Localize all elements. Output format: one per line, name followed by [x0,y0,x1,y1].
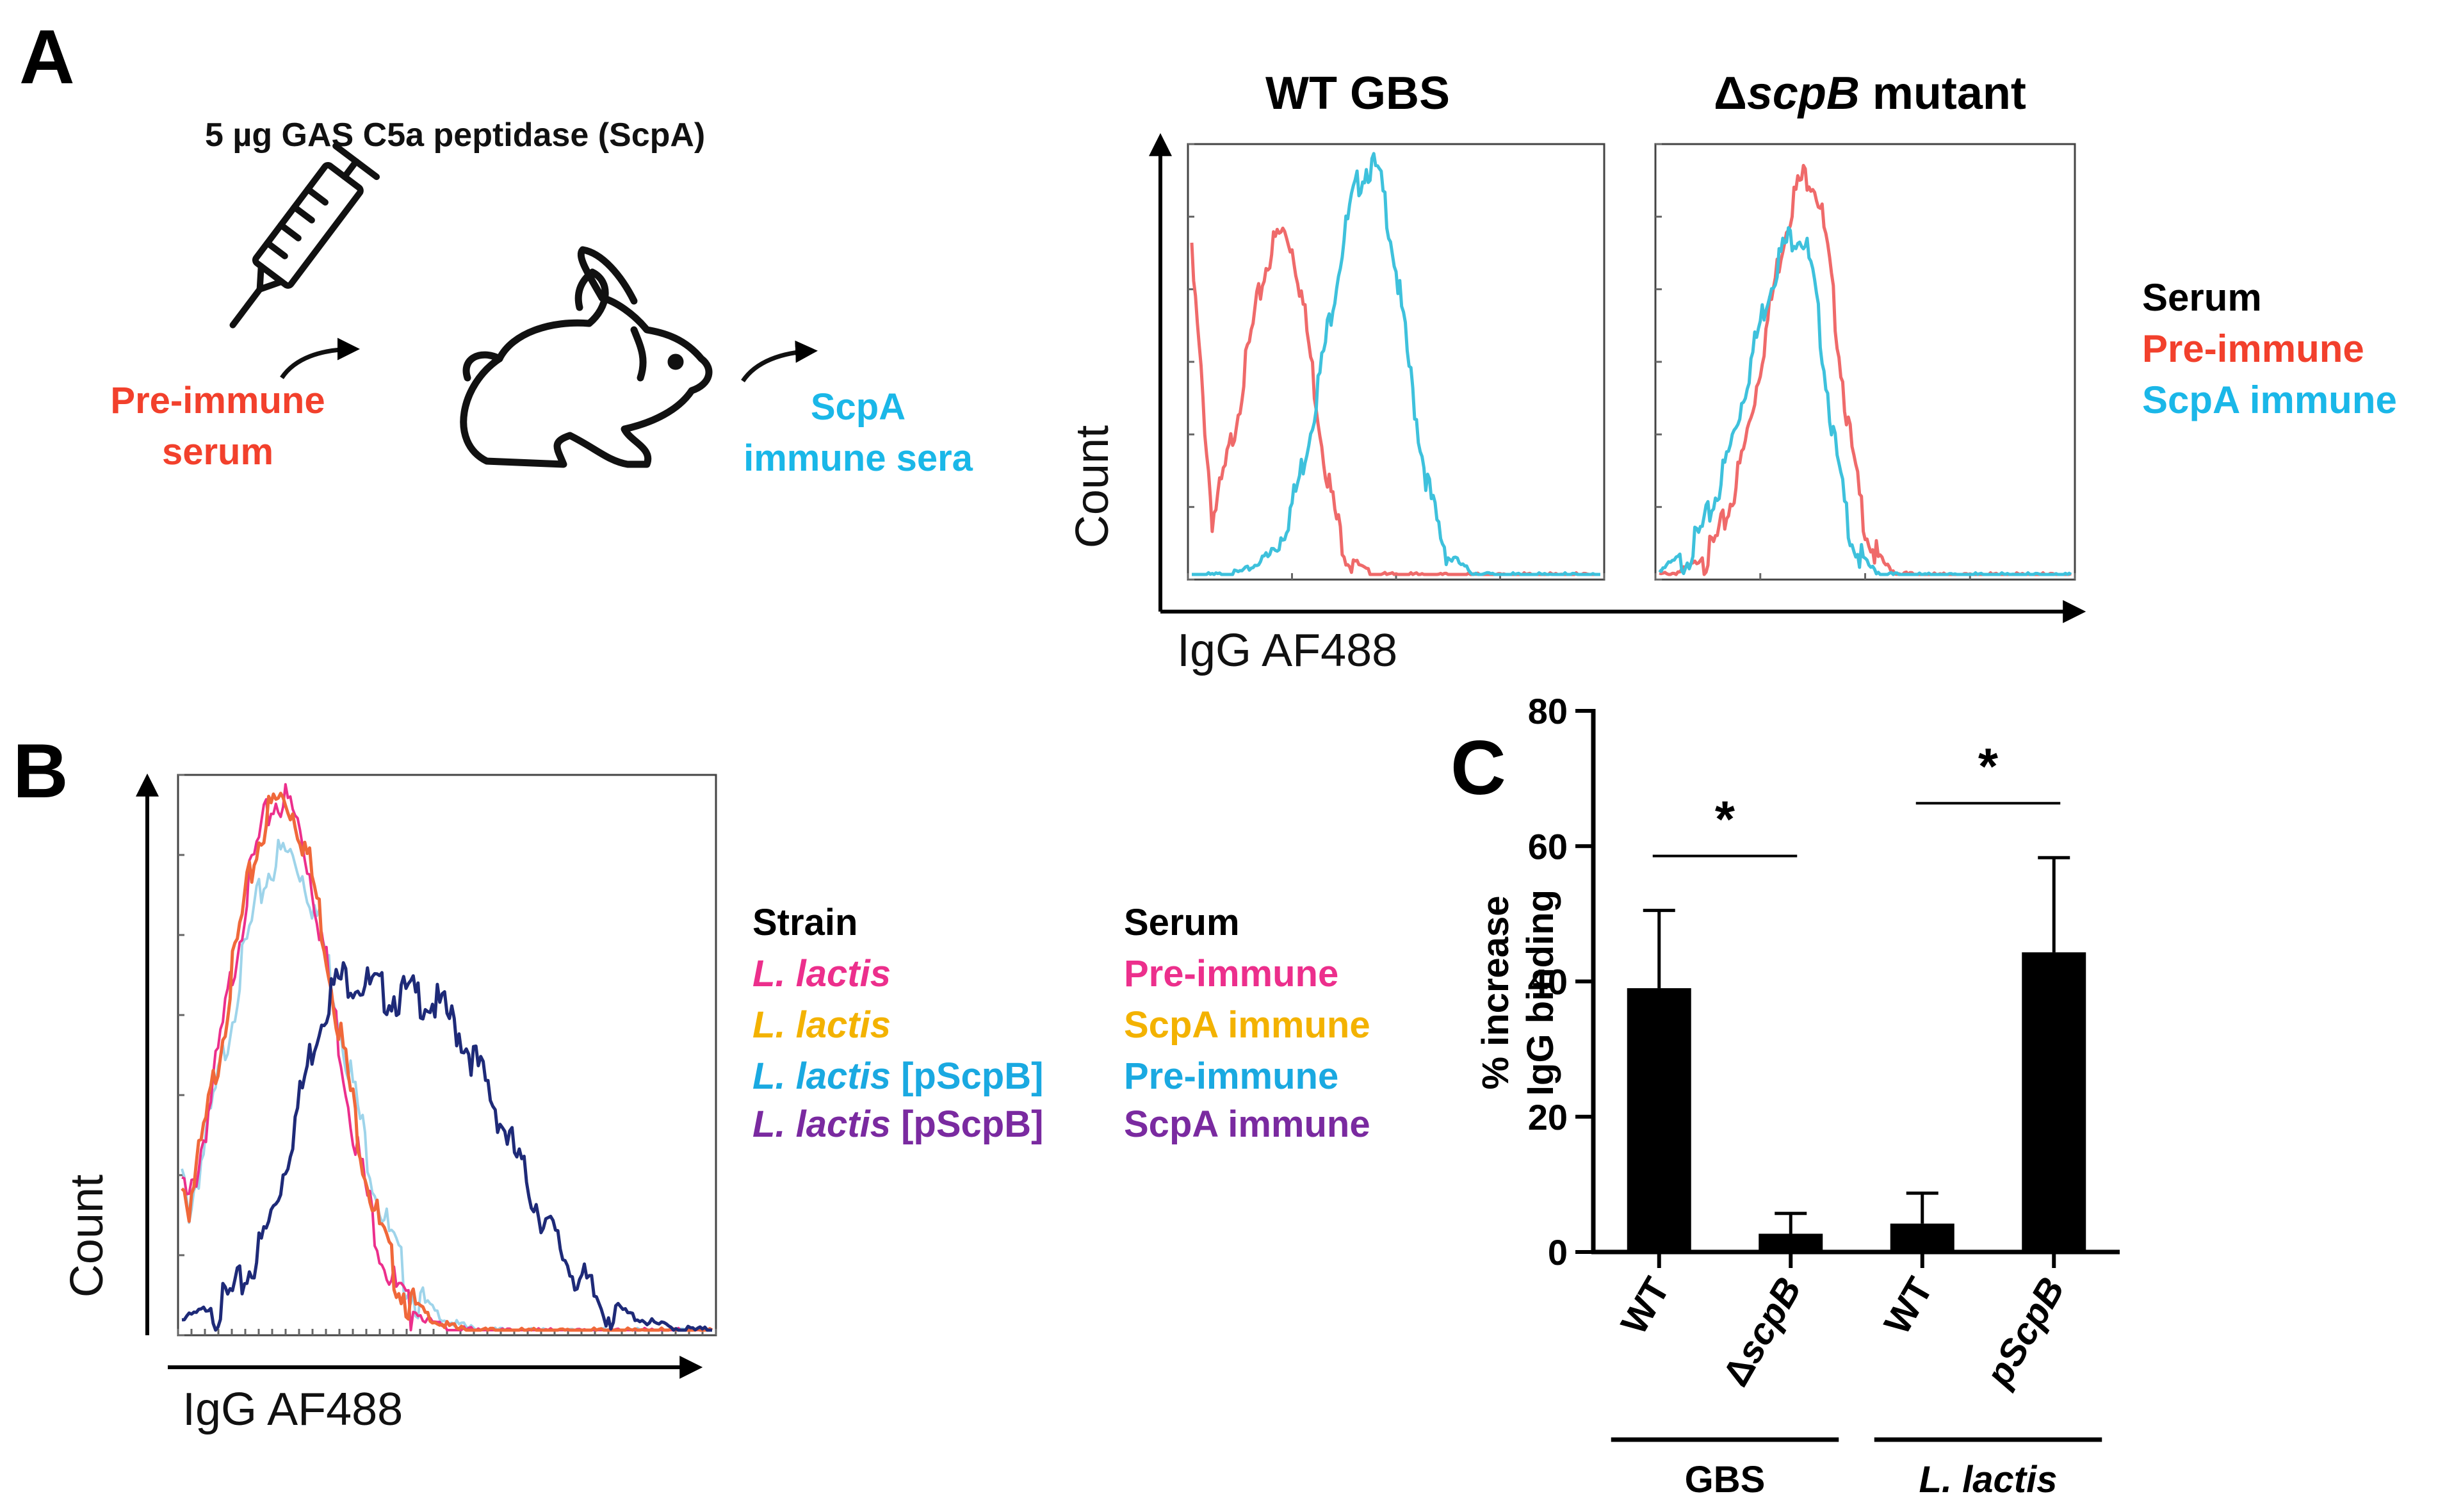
x-tick-label: pScpB [1977,1271,2072,1394]
legend-panel-b: Strain Serum L. lactis Pre-immune L. lac… [752,902,1370,1145]
y-tick-label: 40 [1528,962,1568,1002]
pre-immune-serum-label: serum [162,431,273,473]
significance-star: * [1978,738,1999,795]
legend-item-pre-immune: Pre-immune [2142,327,2364,370]
series-line-scpa-immune [1658,226,2072,576]
bar [2022,952,2086,1252]
syringe-icon [229,143,380,329]
panel-letter-a: A [19,14,75,100]
legend-item-scpa-immune: ScpA immune [2142,378,2397,421]
y-axis-label-line1: % increase [1475,895,1516,1089]
bar [1890,1223,1954,1252]
x-tick-label: WT [1876,1271,1941,1342]
immune-sera-label: immune sera [744,437,973,479]
plot-frame-lactis [177,774,717,1337]
x-axis-label: IgG AF488 [183,1384,403,1435]
y-axis-label-line2: IgG binding [1520,890,1561,1096]
series-line-pscpb-scpa-immune [181,961,712,1332]
legend-strain-row: L. lactis [pScpB] [752,1103,1043,1145]
bar-chart: 0 20 40 60 80 WT ΔscpB WT pScpB * * GBS L. lactis [1528,691,2120,1500]
series-line-scpa-immune [1192,152,1600,576]
significance-star: * [1715,791,1735,848]
antigen-label: 5 µg GAS C5a peptidase (ScpA) [205,117,705,154]
legend-strain-row: L. lactis [752,1004,891,1046]
legend-serum-row: ScpA immune [1124,1103,1370,1145]
group-label: GBS [1685,1459,1766,1500]
legend-strain-row: L. lactis [752,953,891,995]
bar [1759,1233,1823,1252]
bar [1627,988,1691,1252]
curved-arrow-icon [280,337,360,380]
axis-ticks [1187,143,2076,581]
plot-title-wt-gbs: WT GBS [1265,68,1450,119]
legend-title: Serum [2142,276,2262,319]
x-tick-label: ΔscpB [1714,1271,1809,1393]
y-axis-label: Count [61,1175,113,1297]
x-axis-label: IgG AF488 [1177,625,1397,676]
legend-serum-row: ScpA immune [1124,1004,1370,1046]
group-label: L. lactis [1919,1459,2058,1500]
x-tick-label: WT [1613,1271,1678,1342]
series-line-lactis-scpa-immune [181,792,713,1332]
plot-frame-scpb-mutant [1654,143,2076,581]
y-axis-label: Count [1067,425,1118,548]
legend-serum-row: Pre-immune [1124,1055,1338,1097]
plot-title-scpb-mutant: ΔscpB mutant [1714,68,2026,119]
legend-serum-row: Pre-immune [1124,953,1338,995]
legend-strain-title: Strain [752,902,857,943]
rabbit-icon [460,246,713,468]
panel-letter-b: B [13,728,69,814]
y-tick-label: 20 [1528,1097,1568,1137]
panel-letter-c: C [1450,725,1506,811]
legend-strain-row: L. lactis [pScpB] [752,1055,1043,1097]
plot-frame-wt-gbs [1187,143,1605,581]
y-tick-label: 80 [1528,691,1568,731]
pre-immune-serum-label: Pre-immune [110,380,325,421]
y-tick-label: 0 [1548,1232,1568,1272]
curved-arrow-icon [741,340,818,383]
y-tick-label: 60 [1528,826,1568,866]
legend-serum-title: Serum [1124,902,1240,943]
immune-sera-label: ScpA [811,386,906,428]
